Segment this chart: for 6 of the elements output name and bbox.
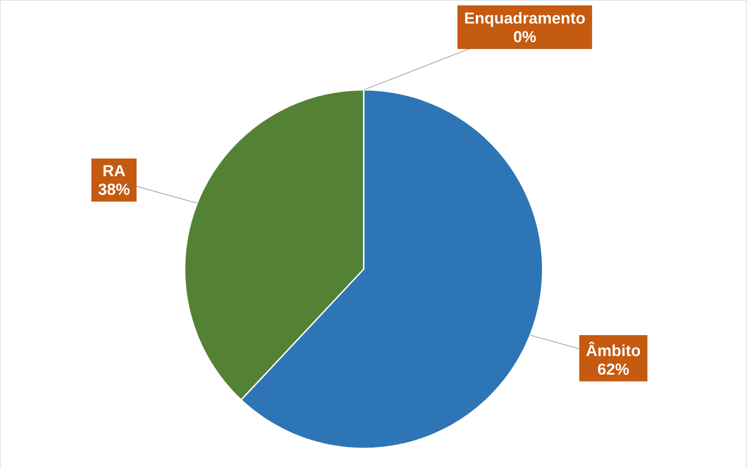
slice-label: RA bbox=[104, 165, 126, 176]
text: 0% bbox=[514, 30, 536, 42]
data-label: 62% bbox=[598, 363, 629, 375]
slice-label: Âmbito bbox=[586, 342, 640, 356]
category-label: Enquadramento bbox=[465, 12, 585, 27]
data-label: 38% bbox=[98, 183, 130, 195]
